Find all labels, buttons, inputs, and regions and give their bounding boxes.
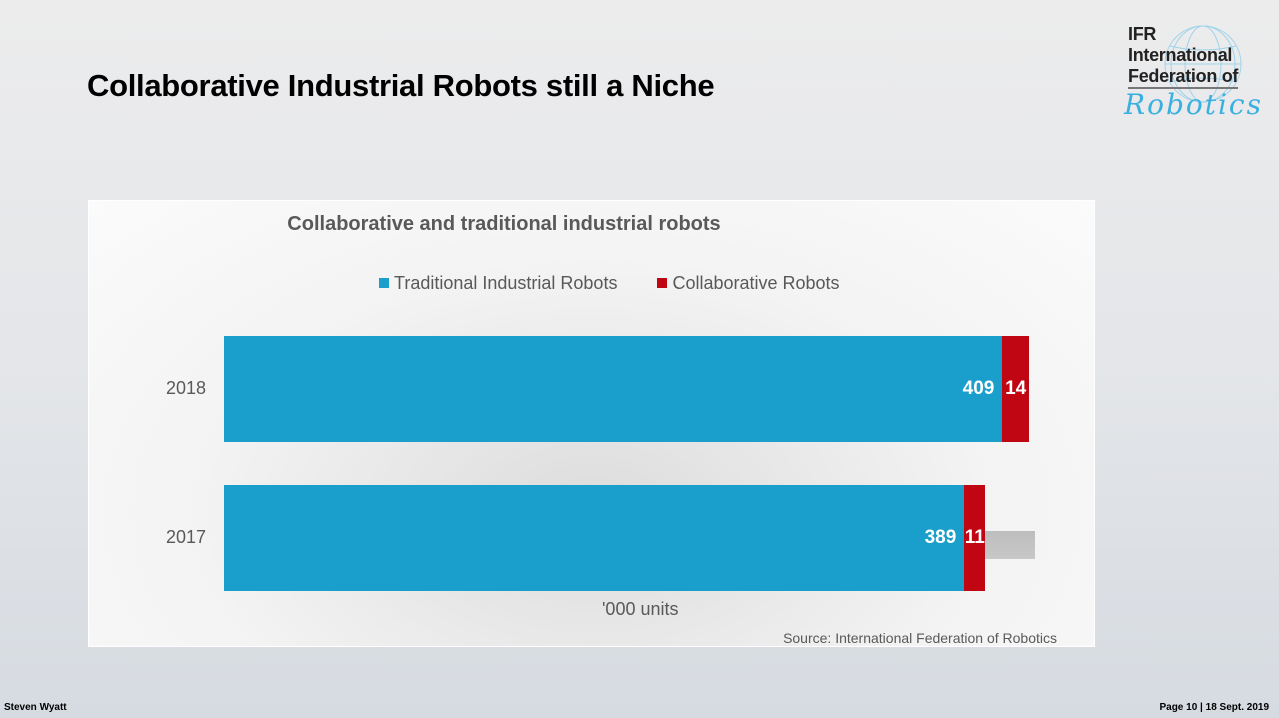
logo-line4: Robotics <box>1124 88 1263 121</box>
data-label: 11 <box>964 527 985 548</box>
logo-line3: Federation of <box>1128 66 1238 89</box>
globe-icon <box>1164 25 1242 103</box>
category-label-2017: 2017 <box>166 527 207 547</box>
legend-item-collaborative: Collaborative Robots <box>657 273 840 294</box>
legend-item-traditional: Traditional Industrial Robots <box>379 273 617 294</box>
category-label-2018: 2018 <box>166 378 207 398</box>
logo-line1: IFR <box>1128 24 1157 44</box>
bar-2017-traditional: 389 <box>224 485 965 591</box>
legend-label: Collaborative Robots <box>672 273 840 293</box>
chart-panel: Collaborative and traditional industrial… <box>88 200 1095 647</box>
footer-author: Steven Wyatt <box>4 702 67 713</box>
data-label: 409 <box>962 378 995 399</box>
legend-label: Traditional Industrial Robots <box>394 273 618 293</box>
logo-line2: International <box>1128 45 1233 65</box>
ifr-logo: IFR International Federation of Robotics <box>1122 22 1262 122</box>
x-axis-label: '000 units <box>602 599 679 619</box>
data-label: 389 <box>924 527 957 548</box>
chart-title: Collaborative and traditional industrial… <box>287 213 721 235</box>
data-label: 14 <box>1005 378 1027 399</box>
bar-shadow <box>985 531 1035 559</box>
bar-2018-collaborative: 14 <box>1002 336 1029 442</box>
slide-title: Collaborative Industrial Robots still a … <box>87 68 715 103</box>
source-note: Source: International Federation of Robo… <box>783 630 1057 646</box>
footer-page: Page 10 | 18 Sept. 2019 <box>1159 702 1269 713</box>
bar-2017-collaborative: 11 <box>964 485 986 591</box>
bar-2018-traditional: 409 <box>224 336 1003 442</box>
legend: Traditional Industrial Robots Collaborat… <box>379 273 840 294</box>
